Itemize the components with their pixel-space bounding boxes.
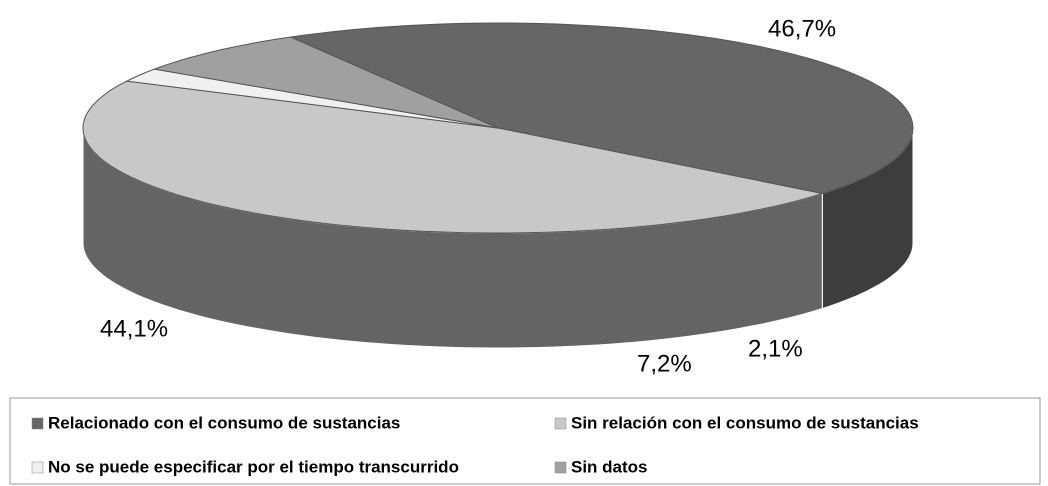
slice [288,22,914,195]
slice [82,80,823,234]
legend-label: Relacionado con el consumo de sustancias [48,413,400,432]
legend-swatch [554,417,567,430]
data-label: 46,7% [768,15,836,42]
legend-swatch [554,461,567,474]
legend-swatch [31,417,44,430]
legend-label: Sin relación con el consumo de sustancia… [571,413,919,432]
legend-label: Sin datos [571,457,648,476]
data-label: 44,1% [100,315,168,342]
data-label: 2,1% [748,335,803,362]
legend-label: No se puede especificar por el tiempo tr… [48,457,459,476]
slice [152,36,499,129]
data-label: 7,2% [637,350,692,377]
legend-box [9,397,1041,485]
legend-swatch [31,461,44,474]
